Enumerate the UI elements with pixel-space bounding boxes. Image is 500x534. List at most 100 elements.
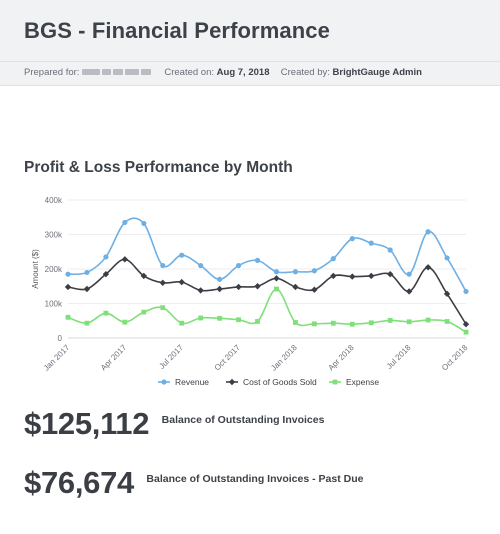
data-point (159, 279, 166, 286)
data-point (292, 269, 299, 275)
data-point (65, 271, 71, 277)
data-point (444, 255, 450, 261)
data-point (179, 320, 185, 326)
data-point (254, 257, 261, 263)
data-point (217, 276, 223, 282)
data-point (141, 220, 147, 227)
data-point (141, 309, 147, 315)
data-point (349, 321, 355, 327)
kpi-value: $76,674 (24, 465, 134, 500)
data-point (330, 272, 337, 280)
y-tick-label: 100k (45, 300, 63, 309)
y-tick-label: 400k (45, 196, 63, 205)
chart-title: Profit & Loss Performance by Month (24, 159, 293, 176)
data-point (311, 286, 318, 293)
kpi-value: $125,112 (24, 406, 150, 441)
report-title: BGS - Financial Performance (24, 18, 330, 43)
x-tick-label: Jul 2018 (385, 343, 413, 371)
data-point (330, 320, 336, 326)
data-point (255, 319, 260, 324)
legend-item-revenue: Revenue (158, 377, 209, 387)
data-point (349, 273, 356, 280)
data-point (368, 240, 374, 246)
x-tick-label: Oct 2017 (213, 343, 243, 373)
x-tick-label: Apr 2018 (326, 343, 356, 373)
data-point (121, 256, 129, 263)
report-meta: Prepared for: Created on: Aug 7, 2018 Cr… (24, 67, 422, 78)
data-point (293, 320, 298, 325)
data-point (235, 262, 242, 269)
data-point (273, 269, 280, 275)
legend-marker (228, 378, 236, 386)
pnl-line-chart: 0 100k 200k 300k 400k Jan 2017 Apr 2017 Jul 20… (31, 196, 470, 387)
data-point (122, 219, 128, 226)
kpi-outstanding-past-due: $76,674 Balance of Outstanding Invoices … (24, 465, 363, 501)
legend-marker (161, 379, 167, 385)
data-point (425, 229, 431, 235)
series-line-expense (67, 288, 467, 333)
data-point (84, 320, 90, 326)
data-point (405, 288, 413, 295)
data-point (198, 315, 204, 321)
data-point (254, 283, 261, 290)
data-point (65, 314, 71, 320)
data-point (273, 275, 280, 282)
series-expense (65, 286, 469, 335)
kpi-outstanding-invoices: $125,112 Balance of Outstanding Invoices (24, 406, 324, 442)
prepared-for-label: Prepared for: (24, 67, 80, 79)
legend-label: Expense (346, 377, 379, 387)
x-tick-label: Jul 2017 (157, 343, 185, 371)
created-on-value: Aug 7, 2018 (216, 67, 270, 79)
data-point (179, 252, 185, 258)
data-point (406, 271, 412, 277)
data-point (103, 310, 109, 316)
kpi-label: Balance of Outstanding Invoices - Past D… (146, 473, 364, 485)
data-point (103, 254, 109, 260)
data-point (311, 268, 317, 274)
x-tick-label: Oct 2018 (440, 343, 470, 373)
series-revenue (65, 217, 469, 295)
data-point (83, 285, 91, 293)
data-point (311, 321, 317, 327)
data-point (84, 269, 90, 276)
data-point (463, 329, 469, 335)
legend-item-cost-of-goods-sold: Cost of Goods Sold (226, 377, 317, 387)
header-divider (0, 61, 500, 62)
x-tick-label: Jan 2017 (42, 343, 72, 373)
data-point (330, 256, 336, 262)
data-point (368, 320, 374, 326)
legend-label: Cost of Goods Sold (243, 377, 317, 387)
report-header: BGS - Financial Performance Prepared for… (0, 0, 500, 86)
y-tick-label: 300k (45, 231, 63, 240)
series-cost-of-goods-sold (64, 256, 470, 328)
created-by-label: Created by: (280, 67, 330, 79)
series-line-cost-of-goods-sold (67, 258, 467, 325)
created-on-label: Created on: (164, 67, 215, 79)
x-tick-label: Apr 2017 (99, 343, 129, 373)
data-point (122, 319, 128, 325)
data-point (462, 321, 470, 328)
legend-label: Revenue (175, 377, 209, 387)
data-point (444, 319, 450, 324)
data-point (235, 283, 242, 291)
data-point (217, 315, 223, 321)
data-point (274, 286, 279, 292)
data-point (236, 317, 241, 323)
y-axis-title: Amount ($) (31, 249, 40, 289)
data-point (140, 272, 148, 280)
data-point (406, 319, 412, 325)
series-line-revenue (67, 217, 467, 292)
data-point (349, 236, 355, 242)
data-point (368, 272, 375, 280)
y-tick-label: 0 (58, 334, 63, 343)
data-point (425, 317, 431, 323)
legend-marker (332, 379, 338, 385)
data-point (178, 278, 185, 286)
redacted-recipient (82, 67, 153, 78)
data-point (292, 283, 299, 291)
x-tick-label: Jan 2018 (269, 343, 299, 373)
data-point (387, 318, 393, 323)
data-point (463, 288, 469, 295)
data-point (443, 290, 451, 298)
data-point (64, 283, 72, 291)
